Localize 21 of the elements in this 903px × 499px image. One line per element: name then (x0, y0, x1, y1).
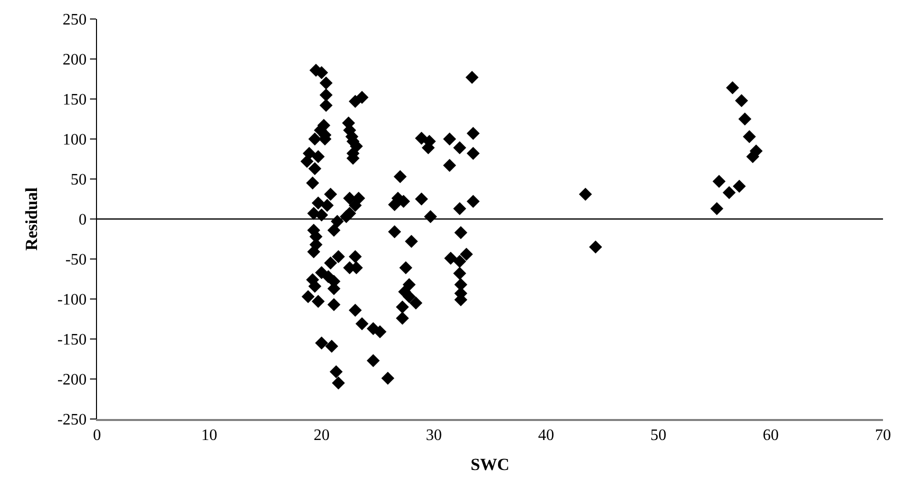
y-tick-label: 150 (62, 92, 87, 109)
y-tick-label: -200 (57, 372, 87, 389)
x-tick-label: 60 (762, 426, 779, 444)
y-tick-label: -50 (65, 252, 87, 269)
x-tick-label: 0 (93, 426, 101, 444)
y-tick-label: -250 (57, 412, 87, 429)
y-tick-label: 100 (62, 132, 87, 149)
x-axis-title: SWC (470, 454, 510, 474)
y-tick-label: 250 (62, 12, 87, 29)
x-tick-label: 20 (314, 426, 330, 444)
x-tick-label: 40 (538, 426, 554, 444)
x-tick-label: 10 (201, 426, 218, 444)
y-tick-label: -100 (57, 292, 87, 309)
y-tick-label: 0 (78, 212, 87, 229)
y-tick-label: 50 (70, 172, 87, 189)
y-tick-label: -150 (57, 332, 87, 349)
x-tick-label: 30 (426, 426, 442, 444)
x-tick-label: 50 (650, 426, 666, 444)
y-tick-label: 200 (62, 52, 87, 69)
x-tick-label: 70 (875, 426, 891, 444)
y-axis-title: Residual (22, 187, 41, 251)
